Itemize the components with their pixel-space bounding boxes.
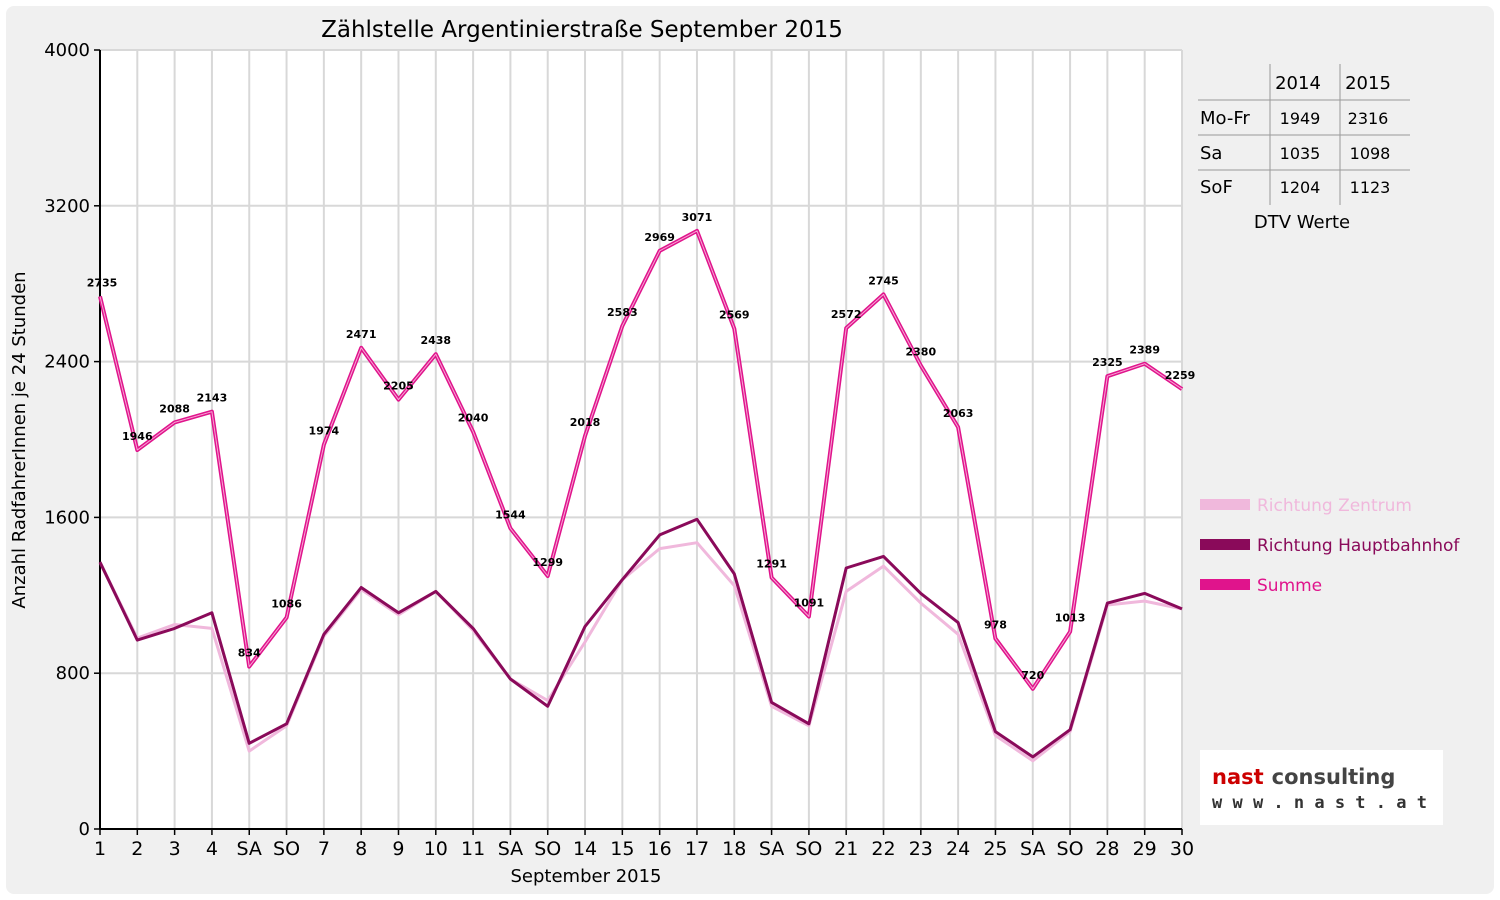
y-tick-label: 800 — [56, 663, 90, 684]
data-label: 2471 — [346, 328, 377, 341]
x-tick-label: 4 — [206, 838, 218, 860]
x-tick-label: 23 — [909, 838, 933, 860]
x-tick-label: SA — [759, 838, 784, 860]
data-label: 2325 — [1092, 356, 1123, 369]
x-tick-label: 30 — [1170, 838, 1194, 860]
legend-swatch — [1200, 499, 1250, 510]
data-label: 2040 — [458, 412, 489, 425]
plot-area — [100, 50, 1182, 829]
x-axis-label: September 2015 — [510, 866, 661, 887]
logo-name-part2: consulting — [1272, 765, 1396, 789]
data-label: 2380 — [906, 345, 937, 358]
data-label: 2088 — [159, 402, 190, 415]
y-tick-label: 2400 — [44, 352, 90, 373]
x-tick-label: 14 — [573, 838, 597, 860]
data-label: 1291 — [756, 558, 787, 571]
x-tick-label: 29 — [1133, 838, 1157, 860]
data-label: 1946 — [122, 430, 153, 443]
y-axis-label: Anzahl RadfahrerInnen je 24 Stunden — [9, 271, 30, 608]
x-tick-label: SO — [273, 838, 300, 860]
x-tick-label: 10 — [424, 838, 448, 860]
x-tick-label: 8 — [355, 838, 367, 860]
chart-title: Zählstelle Argentinierstraße September 2… — [321, 17, 843, 43]
x-tick-label: 21 — [834, 838, 858, 860]
dtv-row-label: Mo-Fr — [1200, 108, 1250, 129]
data-label: 2583 — [607, 306, 638, 319]
logo-name-part1: nast — [1212, 765, 1264, 789]
x-tick-label: 24 — [946, 838, 970, 860]
x-tick-label: 1 — [94, 838, 106, 860]
legend: Richtung Zentrum Richtung Hauptbahnhof Sum… — [1200, 496, 1460, 596]
data-label: 3071 — [682, 211, 713, 224]
x-tick-label: 3 — [169, 838, 181, 860]
x-tick-label: 7 — [318, 838, 330, 860]
dtv-row-label: Sa — [1200, 143, 1222, 164]
nast-logo: nast consulting w w w . n a s t . a t — [1200, 750, 1443, 825]
x-tick-label: 22 — [871, 838, 895, 860]
x-tick-label: SO — [534, 838, 561, 860]
data-label: 1974 — [309, 425, 340, 438]
y-tick-label: 4000 — [44, 40, 90, 61]
x-tick-label: SO — [795, 838, 822, 860]
x-tick-label: 25 — [983, 838, 1007, 860]
legend-swatch — [1200, 539, 1250, 550]
dtv-cell: 1098 — [1350, 144, 1391, 163]
data-label: 2745 — [868, 274, 899, 287]
x-tick-label: 17 — [685, 838, 709, 860]
data-label: 2969 — [644, 231, 675, 244]
legend-entry: Summe — [1257, 576, 1322, 596]
data-label: 2205 — [383, 380, 414, 393]
x-tick-label: 16 — [648, 838, 672, 860]
data-label: 1544 — [495, 508, 526, 521]
dtv-caption: DTV Werte — [1254, 212, 1350, 233]
x-tick-label: 2 — [131, 838, 143, 860]
data-label: 2389 — [1129, 344, 1160, 357]
x-tick-label: SO — [1057, 838, 1084, 860]
data-label: 1013 — [1055, 612, 1086, 625]
data-label: 978 — [984, 619, 1007, 632]
data-label: 2063 — [943, 407, 974, 420]
series-line-richtung-zentrum — [98, 541, 1183, 763]
data-label: 2259 — [1165, 369, 1196, 382]
data-label: 2572 — [831, 308, 862, 321]
dtv-cell: 1204 — [1280, 178, 1321, 197]
data-label: 2438 — [420, 334, 451, 347]
dtv-row-label: SoF — [1200, 177, 1233, 198]
logo-url: w w w . n a s t . a t — [1212, 793, 1427, 813]
data-label: 1091 — [794, 597, 825, 610]
x-tick-label: 15 — [610, 838, 634, 860]
legend-entry: Richtung Zentrum — [1257, 496, 1412, 516]
x-tick-label: SA — [498, 838, 523, 860]
dtv-cell: 1035 — [1280, 144, 1321, 163]
dtv-cell: 1949 — [1280, 109, 1321, 128]
x-tick-label: 11 — [461, 838, 485, 860]
legend-swatch — [1200, 579, 1250, 590]
x-tick-label: SA — [1020, 838, 1045, 860]
legend-entry: Richtung Hauptbahnhof — [1257, 536, 1460, 556]
data-label: 834 — [238, 647, 261, 660]
data-label: 2018 — [570, 416, 601, 429]
series-line-richtung-hauptbahnhof — [98, 517, 1183, 759]
data-label: 720 — [1021, 669, 1044, 682]
data-label: 2569 — [719, 309, 750, 322]
series-line-highlight — [99, 230, 1183, 690]
y-tick-label: 3200 — [44, 196, 90, 217]
y-tick-label: 1600 — [44, 507, 90, 528]
data-label: 1299 — [532, 556, 563, 569]
x-tick-label: SA — [237, 838, 262, 860]
dtv-cell: 2316 — [1348, 109, 1389, 128]
dtv-col-2015: 2015 — [1345, 73, 1391, 94]
dtv-table: 2014 2015 Mo-Fr 1949 2316 Sa 1035 1098 S… — [1198, 64, 1410, 233]
data-label: 1086 — [271, 598, 302, 611]
data-label: 2735 — [87, 276, 118, 289]
dtv-cell: 1123 — [1350, 178, 1391, 197]
dtv-col-2014: 2014 — [1275, 73, 1321, 94]
x-tick-label: 18 — [722, 838, 746, 860]
y-tick-label: 0 — [79, 819, 90, 840]
data-label: 2143 — [197, 392, 228, 405]
x-tick-label: 9 — [392, 838, 404, 860]
x-tick-label: 28 — [1095, 838, 1119, 860]
